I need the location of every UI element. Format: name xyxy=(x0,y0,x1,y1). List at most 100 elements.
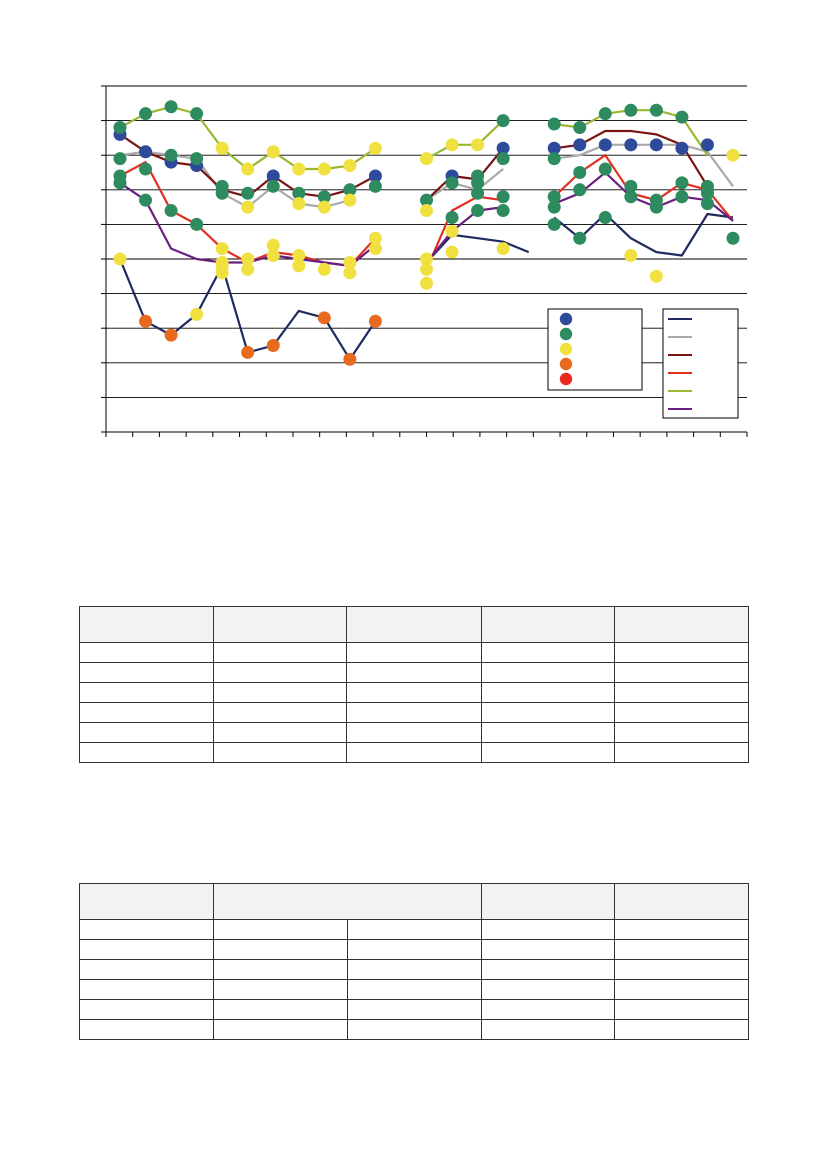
data-point xyxy=(675,141,689,155)
table-row xyxy=(79,642,749,663)
table-row xyxy=(79,979,749,1000)
data-point xyxy=(139,314,153,328)
series-line xyxy=(119,105,377,171)
data-point xyxy=(496,114,510,128)
data-point xyxy=(343,352,357,366)
data-point xyxy=(164,100,178,114)
data-point xyxy=(649,269,663,283)
data-point xyxy=(215,242,229,256)
data-point xyxy=(343,183,357,197)
data-point xyxy=(241,200,255,214)
table-cell xyxy=(213,722,347,743)
table-cell xyxy=(481,979,615,1000)
table-row xyxy=(79,939,749,960)
data-point xyxy=(624,103,638,117)
data-point xyxy=(266,238,280,252)
table-row xyxy=(79,702,749,723)
data-point xyxy=(496,152,510,166)
table-row xyxy=(79,999,749,1020)
data-point xyxy=(241,252,255,266)
data-point xyxy=(343,159,357,173)
table-row xyxy=(79,742,749,763)
table-cell xyxy=(481,999,615,1020)
data-point xyxy=(317,162,331,176)
data-point xyxy=(420,193,433,207)
table-cell xyxy=(79,742,214,763)
data-point xyxy=(368,231,382,245)
data-point xyxy=(598,138,612,152)
data-point xyxy=(496,242,510,256)
table-cell xyxy=(614,939,749,960)
chart-legend xyxy=(547,308,739,419)
data-point xyxy=(113,152,127,166)
table-cell xyxy=(481,722,615,743)
data-point xyxy=(649,138,663,152)
table-cell xyxy=(213,682,347,703)
data-point xyxy=(598,210,612,224)
table-cell xyxy=(213,919,348,940)
table-cell xyxy=(213,1019,348,1040)
table-cell xyxy=(347,959,482,980)
series-line xyxy=(425,147,504,201)
table-row xyxy=(79,662,749,683)
legend-marker xyxy=(559,357,573,371)
data-point xyxy=(445,210,459,224)
table-cell xyxy=(347,939,482,960)
table-cell xyxy=(614,742,749,763)
table-cell xyxy=(79,1019,214,1040)
table-cell xyxy=(481,682,615,703)
table-cell xyxy=(347,999,482,1020)
data-point xyxy=(343,266,357,280)
data-point xyxy=(700,197,714,211)
table-cell xyxy=(481,959,615,980)
data-point xyxy=(547,217,561,231)
table-cell xyxy=(213,742,347,763)
table-cell xyxy=(614,702,749,723)
data-point xyxy=(496,141,510,155)
table-cell xyxy=(614,999,749,1020)
table-row xyxy=(79,682,749,703)
data-point xyxy=(292,249,306,263)
data-point xyxy=(445,176,459,190)
data-point xyxy=(164,148,178,162)
data-point xyxy=(471,186,485,200)
series-line xyxy=(425,168,504,202)
table-cell xyxy=(79,662,214,683)
data-point xyxy=(368,169,382,183)
header-cell xyxy=(79,883,214,920)
table-cell xyxy=(79,682,214,703)
data-point xyxy=(292,186,306,200)
table-cell xyxy=(79,979,214,1000)
header-cell xyxy=(79,606,214,643)
data-point xyxy=(496,204,510,218)
data-point xyxy=(547,190,561,204)
table-cell xyxy=(481,662,615,683)
table-cell xyxy=(614,959,749,980)
table-cell xyxy=(213,939,348,960)
data-point xyxy=(624,138,638,152)
data-point xyxy=(241,262,255,276)
table-cell xyxy=(614,979,749,1000)
table-cell xyxy=(213,702,347,723)
data-point xyxy=(598,107,612,121)
legend-marker xyxy=(559,342,573,356)
table-cell xyxy=(79,702,214,723)
table-cell xyxy=(614,682,749,703)
data-point xyxy=(675,176,689,190)
data-point xyxy=(113,252,127,266)
table-cell xyxy=(346,662,482,683)
table-cell xyxy=(79,999,214,1020)
series-line xyxy=(425,233,530,264)
header-cell xyxy=(213,883,482,920)
header-cell xyxy=(614,883,749,920)
data-point xyxy=(343,255,357,269)
table-cell xyxy=(614,919,749,940)
table-cell xyxy=(481,742,615,763)
table-cell xyxy=(346,682,482,703)
data-point xyxy=(343,193,357,207)
data-point xyxy=(139,107,153,121)
series-line xyxy=(425,206,504,264)
data-point xyxy=(215,266,229,280)
header-cell xyxy=(213,606,347,643)
table-cell xyxy=(347,979,482,1000)
